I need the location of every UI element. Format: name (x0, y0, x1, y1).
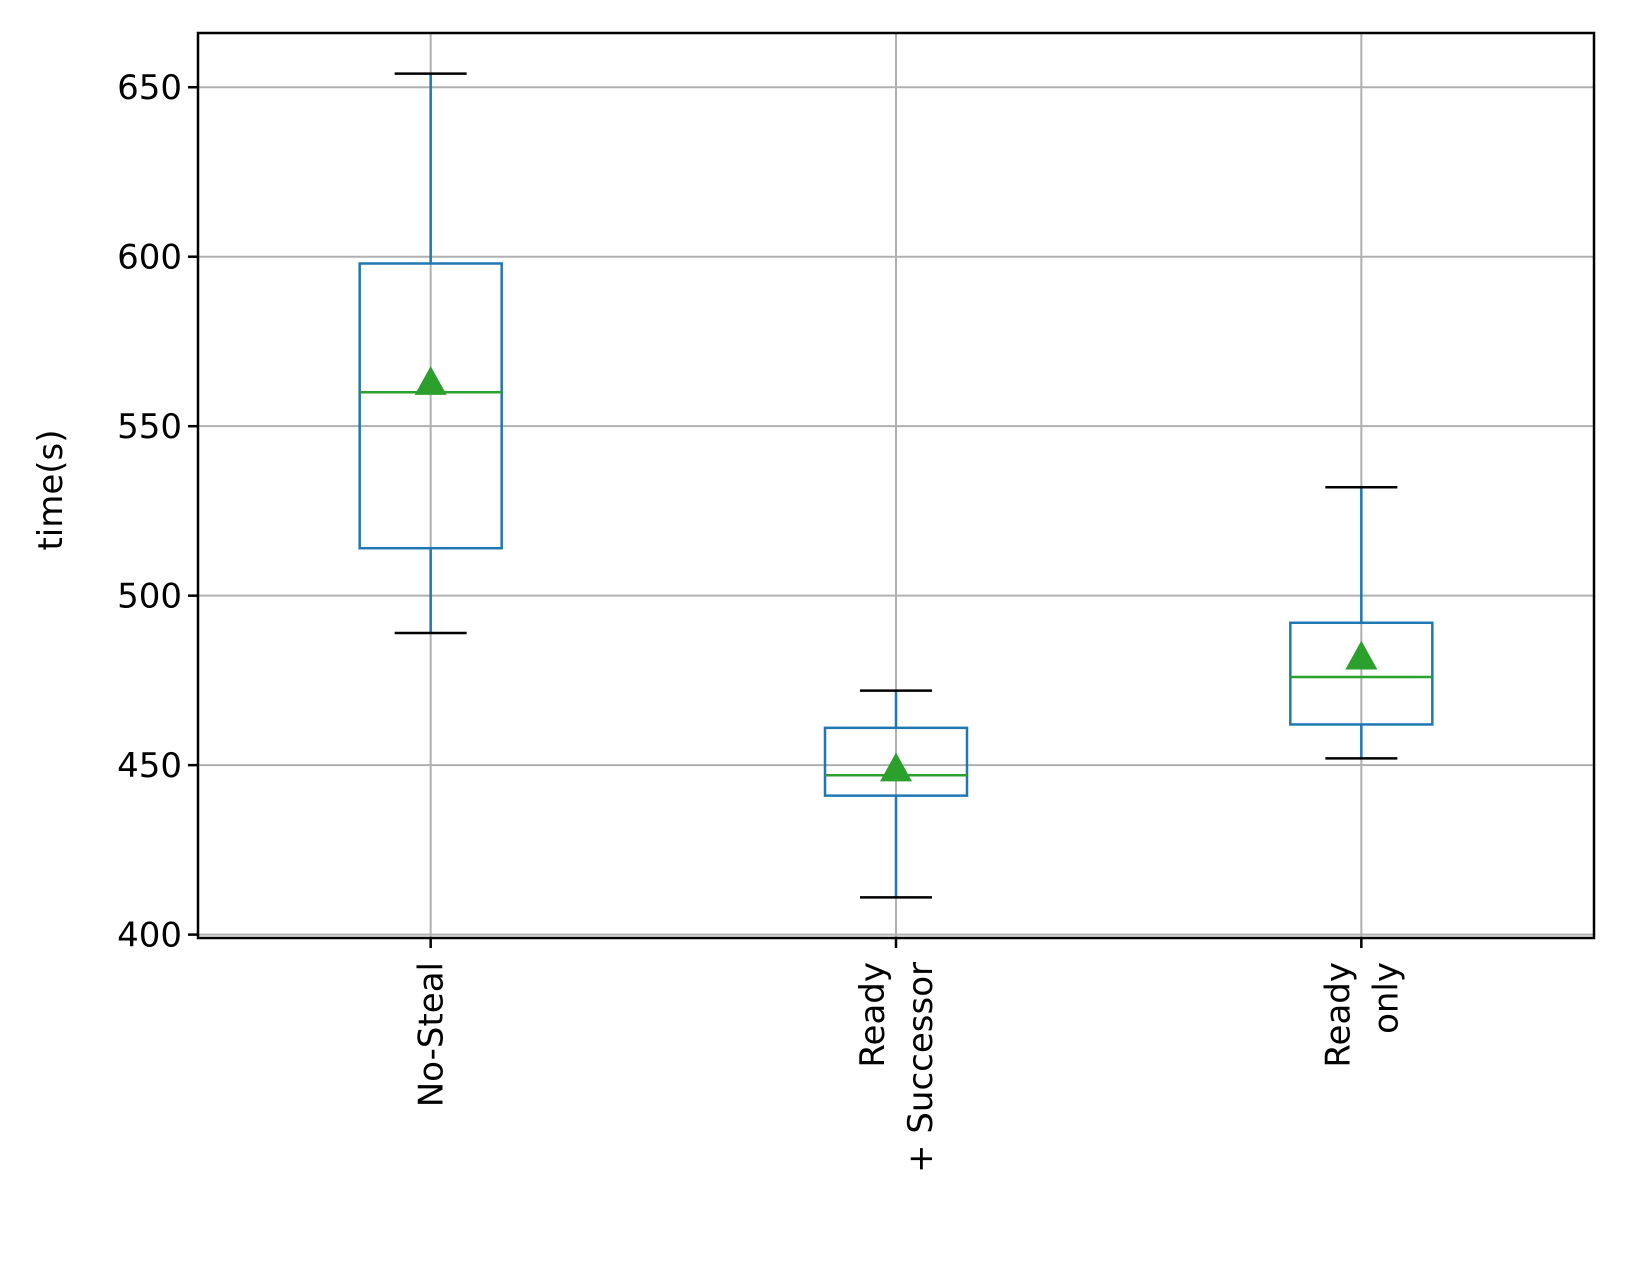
iqr-box (358, 262, 503, 550)
box-group (1289, 485, 1434, 760)
box-group (823, 689, 969, 899)
mean-marker (880, 752, 912, 782)
iqr-box (823, 726, 969, 797)
y-tick-label: 400 (117, 916, 182, 956)
x-tick-label: No-Steal (412, 962, 452, 1107)
y-tick-label: 550 (117, 407, 182, 447)
y-tick-label: 650 (117, 68, 182, 108)
x-axis: No-Steal Ready + Successor Ready only (412, 938, 1406, 1173)
x-tick-label: Ready (1318, 962, 1358, 1068)
x-tick-label: only (1366, 962, 1406, 1034)
y-tick-label: 500 (117, 577, 182, 617)
x-tick-label: + Successor (901, 962, 941, 1173)
y-tick-label: 600 (117, 238, 182, 278)
box-group (358, 72, 503, 635)
iqr-box (1289, 621, 1434, 726)
mean-marker (1345, 640, 1378, 670)
y-axis-label: time(s) (31, 429, 71, 550)
plot-layer (358, 72, 1434, 899)
mean-marker (414, 366, 447, 395)
x-tick-label: Ready (853, 962, 893, 1068)
y-axis: 400 450 500 550 600 650 (117, 68, 198, 956)
y-tick-label: 450 (117, 746, 182, 786)
